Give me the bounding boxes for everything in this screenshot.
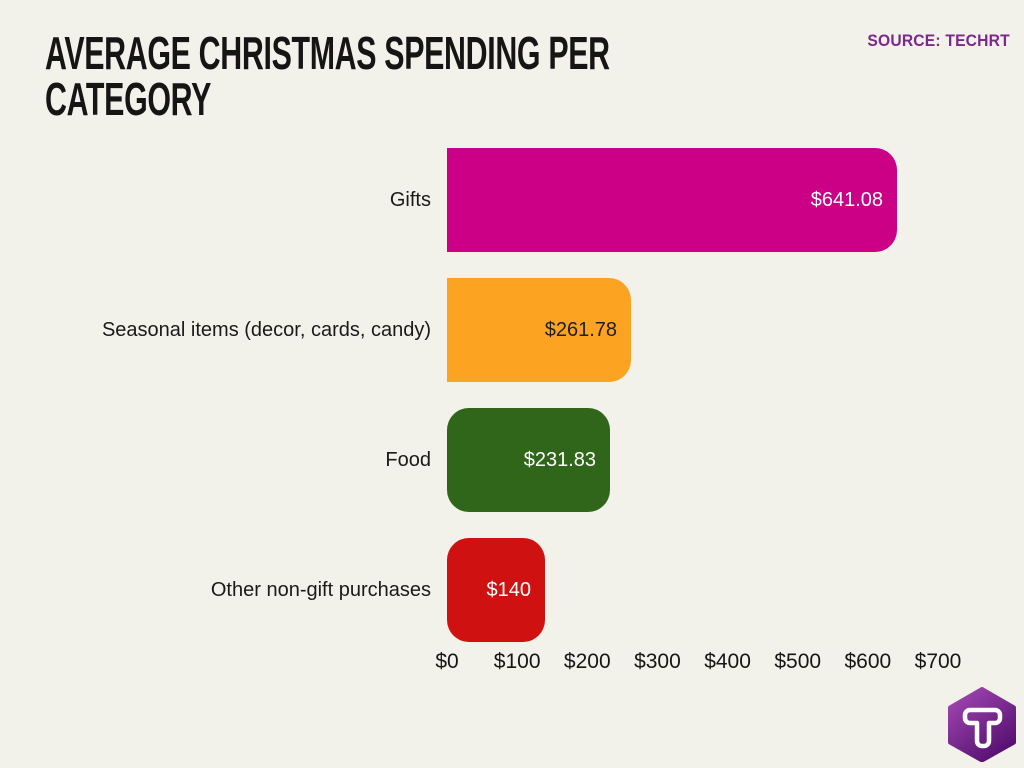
category-label: Other non-gift purchases	[210, 578, 431, 601]
bar-row: Food $231.83	[0, 408, 1024, 512]
category-label: Gifts	[389, 188, 431, 211]
bar-row: Seasonal items (decor, cards, candy) $261…	[0, 278, 1024, 382]
category-label: Food	[385, 448, 431, 471]
x-tick-label: $700	[914, 650, 962, 673]
value-label: $231.83	[523, 448, 596, 471]
bar-segment: $140	[447, 538, 545, 642]
x-tick-label: $0	[435, 650, 459, 673]
x-tick-label: $400	[704, 650, 751, 673]
x-tick-label: $500	[774, 650, 822, 673]
bar-chart: Gifts $641.08 Seasonal items (decor, cards…	[0, 148, 1024, 668]
page-title: AVERAGE CHRISTMAS SPENDING PER CATEGORY	[45, 30, 610, 122]
value-label: $261.78	[544, 318, 617, 341]
category-label: Seasonal items (decor, cards, candy)	[101, 318, 431, 341]
bar-row: Gifts $641.08	[0, 148, 1024, 252]
value-label: $140	[486, 578, 532, 601]
value-label: $641.08	[810, 188, 883, 211]
page-title-line1: AVERAGE CHRISTMAS SPENDING PER	[45, 27, 610, 79]
x-axis: $0 $100 $200 $300 $400 $500 $600 $700	[0, 650, 1024, 678]
bar-row: Other non-gift purchases $140	[0, 538, 1024, 642]
source-credit: SOURCE: TECHRT	[867, 31, 1010, 50]
hexagon-t-icon	[948, 687, 1016, 763]
x-tick-label: $300	[634, 650, 681, 673]
page-title-line2: CATEGORY	[45, 73, 212, 125]
techrt-logo	[948, 687, 1016, 763]
x-tick-label: $200	[563, 650, 611, 673]
x-tick-label: $100	[493, 650, 541, 673]
bar-segment: $261.78	[447, 278, 631, 382]
x-tick-label: $600	[844, 650, 892, 673]
bar-segment: $641.08	[447, 148, 897, 252]
bar-segment: $231.83	[447, 408, 610, 512]
